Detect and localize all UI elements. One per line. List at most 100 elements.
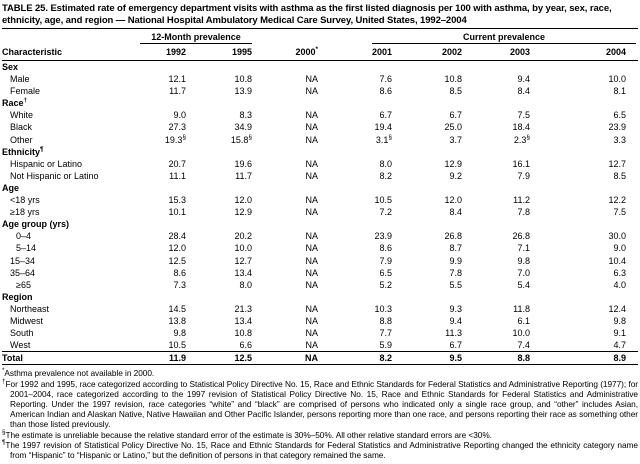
row-label: Hispanic or Latino [10,158,83,169]
value-cell: 7.9 [517,170,530,181]
table-row: Male 12.1 10.8 NA 7.6 10.8 9.4 10.0 [2,73,638,85]
value-cell: 10.0 [234,243,252,254]
table-row: 5–14 12.0 10.0 NA 8.6 8.7 7.1 9.0 [2,242,638,254]
value-cell: 8.9 [534,351,639,366]
value-cell: 6.5 [379,267,392,278]
value-cell: 10.3 [374,303,392,314]
value-cell: 23.9 [374,231,392,242]
table-body: Sex Male 12.1 10.8 NA 7.6 10.8 9.4 10.0 Female 11.… [2,61,639,366]
value-cell: 8.6 [379,243,392,254]
row-label: Female [10,86,41,97]
value-cell: NA [305,110,318,121]
row-label: ≥65 [16,279,31,290]
value-cell [140,61,190,74]
table-row: Northeast 14.5 21.3 NA 10.3 9.3 11.8 12.4 [2,303,638,315]
group-header-spacer [2,29,140,45]
value-cell: 9.0 [613,243,627,254]
value-cell: 10.8 [444,74,462,85]
value-cell: 6.5 [613,110,627,121]
section-row: Ethnicity¶ [2,146,638,158]
value-cell: 14.5 [168,303,186,314]
value-cell: 5.4 [517,279,530,290]
value-cell: 5.2 [379,279,392,290]
value-cell: NA [305,134,318,145]
row-label: Sex [2,62,19,72]
value-cell: NA [305,122,318,133]
value-cell [256,61,322,74]
value-cell [466,291,534,303]
row-label: Total [2,351,140,366]
value-cell [396,182,466,194]
value-cell: 10.5 [168,340,186,351]
value-cell: 9.1 [613,328,627,339]
value-cell: 3.1§ [375,133,392,145]
value-cell [322,218,396,230]
value-cell: 8.2 [379,170,392,181]
value-cell [322,291,396,303]
value-cell: 12.9 [444,158,462,169]
value-cell: 9.9 [449,255,462,266]
value-cell: NA [305,231,318,242]
value-cell: 13.4 [234,315,252,326]
value-cell: 7.0 [517,267,530,278]
value-cell [190,146,256,158]
value-cell: 2.3§ [513,133,530,145]
value-cell [534,146,638,158]
value-cell: 12.0 [444,195,462,206]
footnotes: *Asthma prevalence not available in 2000… [2,368,638,460]
value-cell: NA [305,243,318,254]
value-cell: NA [305,158,318,169]
value-cell: 8.1 [613,86,627,97]
table-row: Female 11.7 13.9 NA 8.6 8.5 8.4 8.1 [2,85,638,97]
footnote-symbol: * [2,367,5,375]
value-cell: 7.5 [517,110,530,121]
value-cell: 12.5 [168,255,186,266]
footnote: †For 1992 and 1995, race categorized acc… [2,377,639,430]
value-cell: 9.8 [173,328,186,339]
row-label: <18 yrs [10,195,40,206]
value-cell: 8.8 [379,315,392,326]
value-cell: 11.7 [235,170,252,181]
footnote-symbol: ¶ [2,439,6,446]
section-row: Age group (yrs) [2,218,638,230]
column-header-year: 2001 [322,44,396,61]
value-cell: NA [305,328,318,339]
table-row: ≥18 yrs 10.1 12.9 NA 7.2 8.4 7.8 7.5 [2,206,638,218]
value-cell: 27.3 [168,122,186,133]
value-cell [256,218,322,230]
value-cell: 11.7 [169,86,186,97]
value-cell [396,218,466,230]
value-cell: 9.0 [173,110,186,121]
value-cell: 8.0 [379,158,392,169]
row-label: Region [2,291,33,302]
value-cell: 7.2 [379,207,392,218]
value-cell: NA [305,86,318,97]
value-cell: 8.3 [239,110,252,121]
value-cell: NA [305,279,318,290]
value-cell: 11.2 [513,195,530,206]
column-header-year: 1995 [190,44,256,61]
row-label: 0–4 [16,231,32,242]
row-label: Male [10,74,30,85]
value-cell: 6.6 [239,340,252,351]
column-header-characteristic: Characteristic [2,44,140,61]
value-cell: 20.7 [168,158,186,169]
section-row: Race† [2,97,638,109]
value-cell: 10.8 [234,328,252,339]
value-cell: 8.5 [449,86,462,97]
value-cell [534,97,638,109]
group-header-spacer-2000 [256,29,322,45]
value-cell: 13.4 [234,267,252,278]
value-cell: 8.6 [173,267,186,278]
value-cell: 13.9 [234,86,252,97]
value-cell: 8.0 [239,279,252,290]
value-cell: 11.8 [513,303,530,314]
value-cell: 10.8 [234,74,252,85]
value-cell: 7.8 [449,267,462,278]
value-cell: 9.8 [517,255,530,266]
value-cell: 7.6 [379,74,392,85]
value-cell: 9.5 [396,351,466,366]
value-cell: 8.5 [613,170,627,181]
section-row: Region [2,291,638,303]
row-label: White [10,110,34,121]
